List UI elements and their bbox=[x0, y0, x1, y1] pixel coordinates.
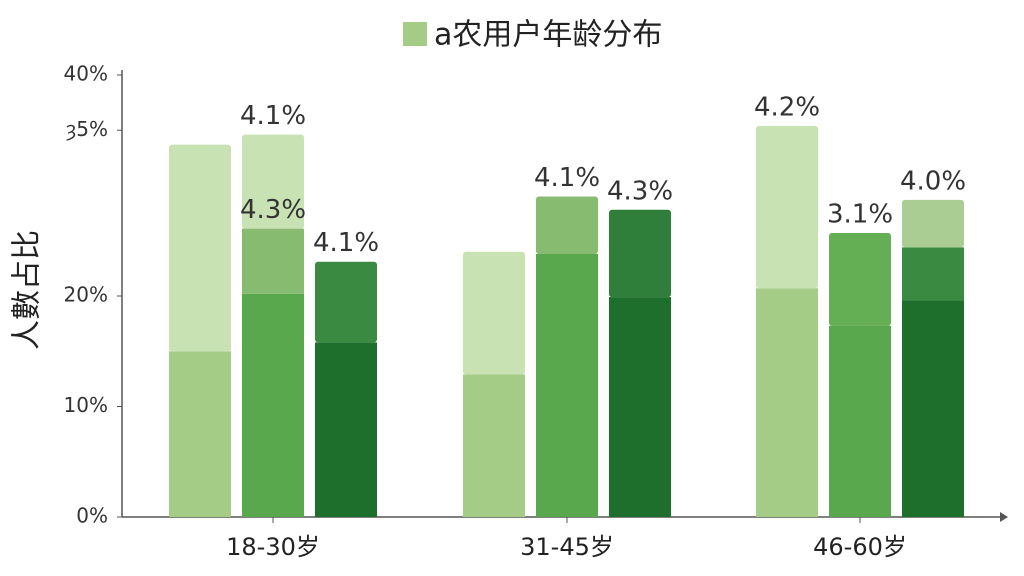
annotation: 3.1% bbox=[827, 200, 893, 230]
bar-segment bbox=[242, 228, 304, 294]
annotation: 4.1% bbox=[534, 163, 600, 193]
bar-segment bbox=[463, 251, 525, 375]
annotation: 4.0% bbox=[900, 166, 966, 196]
bar-segment bbox=[609, 209, 671, 298]
y-tick-label: 20% bbox=[64, 283, 108, 307]
x-tick-label: 46-60岁 bbox=[813, 533, 907, 561]
bar-segment bbox=[756, 125, 818, 289]
bar-segment bbox=[536, 254, 598, 517]
bar-segment bbox=[315, 261, 377, 343]
annotation: 4.3% bbox=[240, 195, 306, 225]
legend-swatch bbox=[403, 22, 427, 46]
x-tick-label: 18-30岁 bbox=[226, 533, 320, 561]
bar-segment bbox=[902, 199, 964, 248]
bar-segment bbox=[242, 134, 304, 229]
bar-segment bbox=[902, 247, 964, 301]
legend-label: a农用户年龄分布 bbox=[434, 18, 662, 53]
x-axis-arrow bbox=[1000, 512, 1008, 522]
bar-segment bbox=[169, 351, 231, 517]
bar-segment bbox=[609, 297, 671, 517]
y-axis-label: 人數占比 bbox=[10, 230, 45, 350]
bar-segment bbox=[829, 325, 891, 517]
x-tick-label: 31-45岁 bbox=[520, 533, 614, 561]
annotation: 4.1% bbox=[240, 101, 306, 131]
bar-segment bbox=[242, 293, 304, 517]
bar-segment bbox=[829, 233, 891, 326]
bar-segment bbox=[756, 288, 818, 517]
y-tick-label: 0% bbox=[76, 504, 108, 528]
y-tick-label: 10% bbox=[64, 393, 108, 417]
bar-segment bbox=[169, 144, 231, 352]
bar-segment bbox=[463, 374, 525, 517]
y-tick-label: 40% bbox=[64, 62, 108, 86]
annotation: 4.3% bbox=[607, 176, 673, 206]
bar-segment bbox=[902, 300, 964, 517]
y-tick-label: ȝ5% bbox=[66, 117, 108, 141]
bar-segment bbox=[536, 196, 598, 255]
annotation: 4.1% bbox=[313, 228, 379, 258]
bar-segment bbox=[315, 342, 377, 517]
annotation: 4.2% bbox=[754, 92, 820, 122]
